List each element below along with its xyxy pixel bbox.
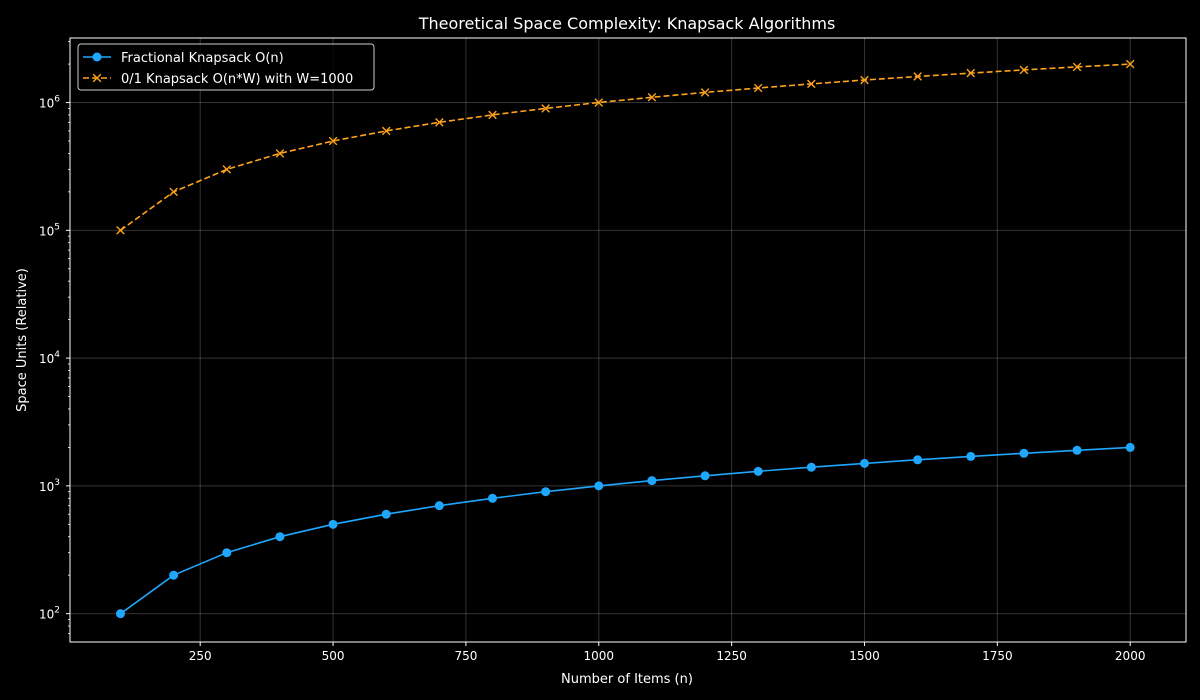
data-point	[1125, 442, 1135, 452]
data-point	[806, 462, 816, 472]
series-line	[120, 63, 1131, 231]
axes: 250 500 750 1000 1250 1500 1750 2000 102 103 104 10…	[39, 41, 1146, 663]
x-tick-label: 2000	[1115, 649, 1146, 663]
data-point	[807, 79, 816, 89]
data-point	[594, 98, 604, 107]
data-point	[594, 481, 604, 491]
x-tick-label: 1750	[982, 649, 1013, 663]
data-point	[275, 149, 285, 158]
series-layer	[115, 59, 1135, 619]
y-axis-label: Space Units (Relative)	[15, 268, 30, 412]
data-point	[541, 104, 550, 113]
legend: Fractional Knapsack O(n) 0/1 Knapsack O(n…	[77, 43, 375, 91]
data-point	[222, 165, 232, 174]
y-tick-label: 106	[39, 95, 60, 111]
data-point	[1019, 65, 1029, 75]
y-tick-label: 104	[39, 350, 60, 366]
y-tick-label: 105	[39, 222, 60, 238]
data-point	[115, 609, 125, 619]
y-tick-label: 102	[39, 606, 60, 622]
data-point	[700, 88, 710, 97]
legend-box	[77, 43, 375, 91]
data-point	[753, 83, 763, 93]
data-point	[966, 451, 976, 461]
series-1	[115, 442, 1135, 619]
data-point	[753, 466, 763, 476]
chart-title: Theoretical Space Complexity: Knapsack A…	[418, 14, 836, 33]
data-point	[487, 493, 497, 503]
data-point	[222, 548, 232, 558]
data-point	[913, 72, 922, 81]
data-point	[381, 126, 391, 136]
x-tick-label: 1250	[716, 649, 747, 663]
data-point	[169, 570, 179, 580]
legend-marker	[92, 52, 102, 62]
data-point	[1019, 448, 1029, 458]
legend-item: Fractional Knapsack O(n)	[83, 51, 284, 66]
plot-frame	[69, 37, 1187, 643]
x-tick-label: 750	[454, 649, 477, 663]
data-point	[169, 187, 178, 197]
data-point	[913, 455, 923, 465]
legend-item: 0/1 Knapsack O(n*W) with W=1000	[83, 72, 353, 87]
data-point	[488, 110, 497, 120]
data-point	[860, 75, 869, 85]
data-point	[966, 68, 976, 78]
legend-label: Fractional Knapsack O(n)	[121, 51, 284, 66]
data-point	[381, 509, 391, 519]
data-point	[275, 532, 285, 542]
data-point	[1072, 445, 1082, 455]
data-point	[647, 92, 657, 102]
data-point	[1072, 62, 1082, 72]
legend-marker	[92, 73, 102, 83]
x-tick-label: 1000	[583, 649, 614, 663]
legend-label: 0/1 Knapsack O(n*W) with W=1000	[121, 72, 353, 87]
data-point	[1125, 59, 1135, 69]
x-tick-label: 250	[189, 649, 212, 663]
data-point	[541, 487, 551, 497]
data-point	[700, 471, 710, 481]
data-point	[328, 519, 338, 529]
data-point	[435, 118, 444, 127]
x-tick-label: 500	[322, 649, 345, 663]
x-axis-label: Number of Items (n)	[561, 672, 693, 687]
y-tick-label: 103	[39, 478, 60, 494]
grid	[70, 38, 1186, 642]
series-line	[120, 446, 1131, 615]
data-point	[647, 476, 657, 486]
data-point	[434, 501, 444, 511]
data-point	[859, 458, 869, 468]
data-point	[116, 226, 125, 235]
series-2	[116, 59, 1135, 235]
data-point	[328, 136, 338, 146]
x-tick-label: 1500	[849, 649, 880, 663]
